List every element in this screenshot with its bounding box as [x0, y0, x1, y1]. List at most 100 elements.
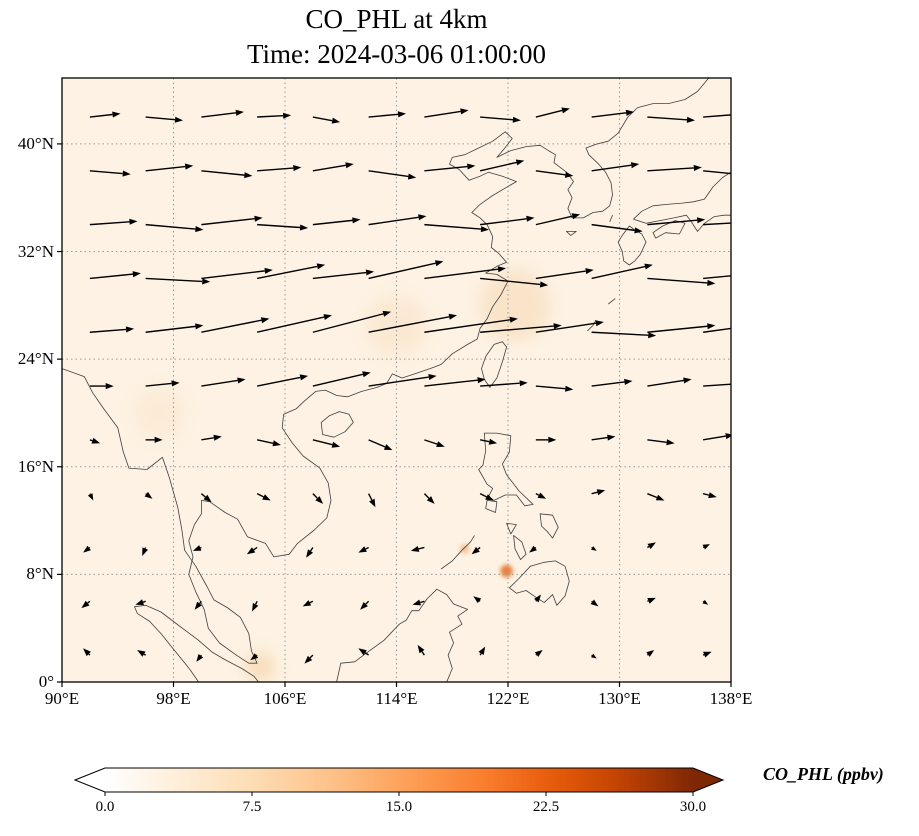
y-tick-label: 16°N: [17, 456, 54, 476]
wind-vector: [87, 493, 94, 501]
wind-vector: [89, 271, 141, 280]
wind-vector: [145, 436, 163, 443]
coastline-hainan: [320, 411, 354, 438]
coastline-kyushu: [617, 225, 647, 266]
colorbar-tick-label: 7.5: [243, 799, 262, 815]
colorbar-svg: 0.0 7.5 15.0 22.5 30.0: [73, 767, 725, 815]
wind-vector: [479, 493, 494, 501]
wind-vector: [250, 653, 259, 661]
wind-vector: [590, 599, 599, 607]
wind-vector: [89, 326, 135, 333]
x-tick-label: 114°E: [375, 689, 418, 708]
coastline-tsushima: [609, 215, 613, 223]
x-tick-label: 90°E: [44, 689, 80, 708]
co-hotspot: [500, 564, 513, 578]
coastline-taiwan: [481, 341, 507, 388]
co-hotspot: [244, 651, 276, 682]
wind-vector: [471, 546, 481, 555]
wind-vector: [424, 316, 518, 333]
co-hotspot: [478, 269, 552, 342]
wind-vector: [529, 545, 537, 553]
wind-vector: [535, 492, 547, 499]
colorbar: 0.0 7.5 15.0 22.5 30.0: [73, 766, 765, 828]
wind-vector: [478, 646, 486, 656]
y-tick-label: 0°: [38, 672, 54, 691]
wind-vector: [256, 314, 332, 333]
wind-vector: [591, 378, 633, 387]
wind-vector: [368, 214, 427, 226]
coastline-sumatra: [134, 604, 259, 682]
wind-vector: [424, 266, 506, 280]
coastline-borneo: [336, 588, 468, 682]
wind-vector: [302, 600, 314, 607]
wind-vector: [424, 163, 476, 172]
co-hotspot: [459, 543, 470, 554]
wind-vector: [201, 170, 253, 179]
wind-vector: [367, 493, 376, 508]
wind-vector: [703, 114, 731, 118]
wind-vector: [647, 542, 656, 550]
wind-vector: [89, 218, 138, 226]
wind-vector: [257, 112, 292, 119]
wind-vector: [137, 650, 146, 657]
wind-vector: [423, 493, 435, 504]
colorbar-tick-label: 22.5: [533, 799, 559, 815]
wind-vector: [535, 107, 570, 118]
coastline-mindoro: [485, 500, 498, 513]
y-tick-label: 8°N: [26, 564, 54, 584]
wind-vector: [647, 277, 716, 286]
wind-vector: [417, 644, 425, 656]
wind-vector: [142, 547, 148, 556]
colorbar-tick-label: 15.0: [386, 799, 412, 815]
wind-vector: [89, 170, 131, 177]
wind-vector: [201, 267, 273, 280]
wind-vector: [201, 377, 246, 387]
wind-vector: [257, 165, 302, 172]
wind-vector: [368, 260, 444, 280]
wind-vector: [702, 599, 709, 605]
coastline-palawan: [440, 535, 475, 570]
coastline-honshu-north: [633, 171, 731, 220]
colorbar-gradient: [105, 768, 693, 792]
wind-vector: [703, 275, 731, 280]
wind-vector: [312, 116, 341, 124]
colorbar-label: CO_PHL (ppbv): [763, 764, 884, 784]
wind-vector: [312, 162, 354, 172]
wind-vector: [591, 223, 643, 234]
wind-vector: [312, 371, 371, 387]
wind-vector: [192, 545, 202, 551]
colorbar-over-arrow: [693, 768, 723, 792]
wind-vector: [81, 600, 91, 609]
wind-vector: [89, 437, 101, 444]
map-svg: [57, 77, 732, 687]
wind-vector: [83, 648, 91, 657]
wind-vector: [646, 650, 655, 657]
wind-vector: [312, 493, 324, 504]
colorbar-under-arrow: [75, 768, 105, 792]
wind-vector: [702, 492, 717, 499]
wind-vector: [424, 439, 445, 447]
coastline-luzon: [478, 432, 534, 507]
wind-vector: [89, 383, 114, 390]
wind-vector: [368, 111, 406, 118]
coastline-amami: [608, 298, 616, 305]
coastline-okinawa: [587, 319, 597, 332]
wind-vector: [89, 111, 121, 118]
wind-vector: [535, 436, 557, 443]
wind-vector: [702, 544, 710, 550]
wind-vector: [703, 383, 731, 387]
map-plot: [57, 77, 732, 687]
wind-vector: [312, 217, 361, 226]
wind-vector: [480, 323, 562, 333]
coastline-asia-mainland: [62, 78, 710, 664]
wind-vector: [144, 491, 153, 499]
wind-vector: [647, 164, 702, 172]
wind-vector: [591, 263, 653, 280]
wind-vector: [702, 651, 712, 658]
wind-vector: [135, 599, 146, 605]
wind-vector: [83, 545, 91, 553]
coastline-mindanao: [509, 560, 570, 606]
wind-vector: [304, 654, 314, 664]
x-tick-label: 106°E: [263, 689, 307, 708]
wind-vector: [647, 493, 665, 501]
